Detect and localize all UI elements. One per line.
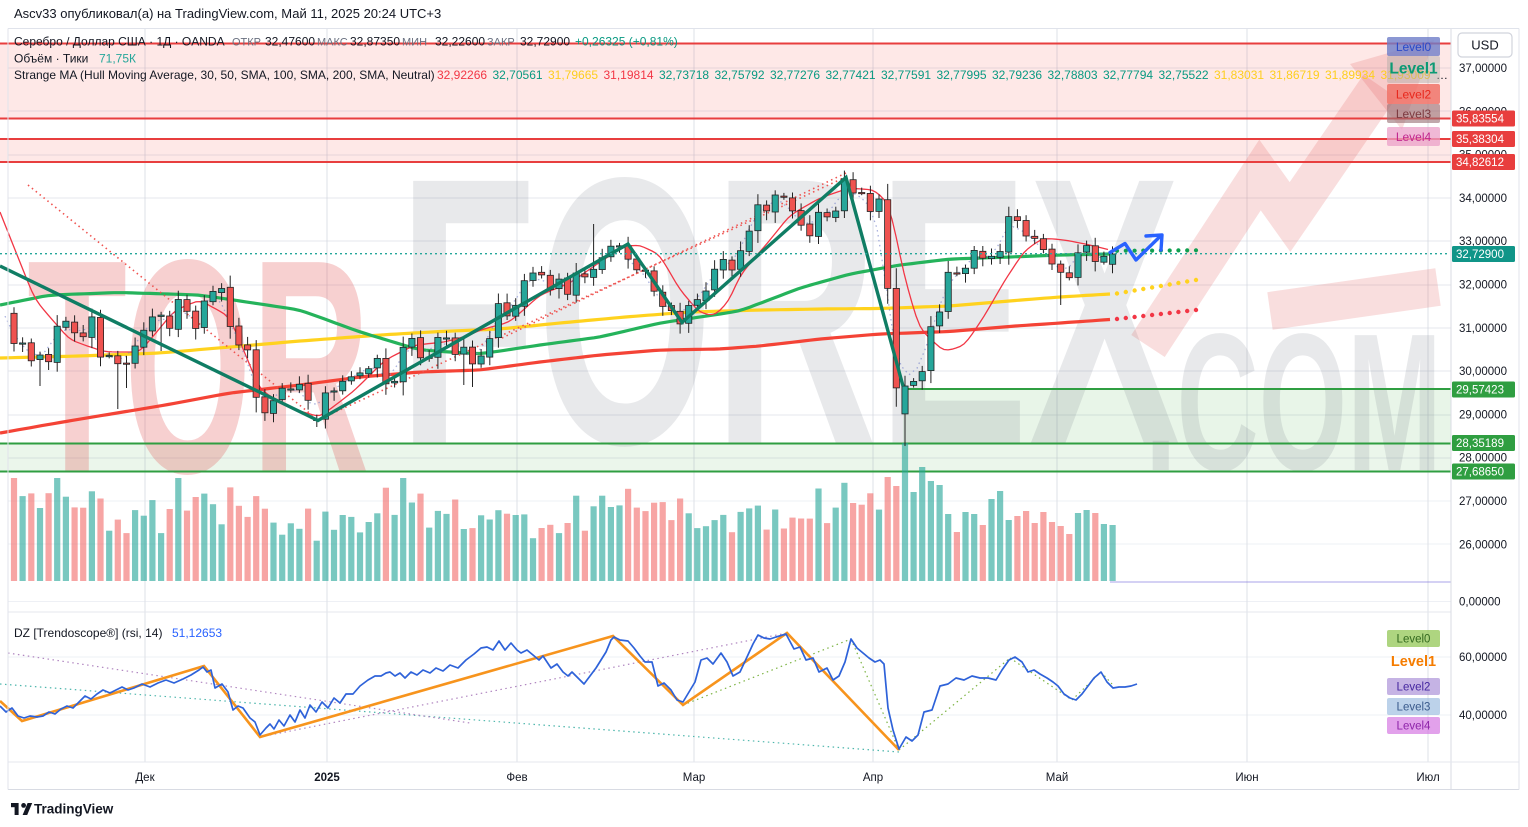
svg-text:34,00000: 34,00000 [1459, 193, 1507, 205]
svg-text:29,57423: 29,57423 [1456, 385, 1504, 397]
svg-text:32,77421: 32,77421 [826, 68, 876, 82]
svg-text:32,77591: 32,77591 [881, 68, 931, 82]
svg-text:28,00000: 28,00000 [1459, 453, 1507, 465]
svg-text:32,72900: 32,72900 [520, 35, 570, 49]
svg-text:Ascv33 опубликовал(а) на Tradi: Ascv33 опубликовал(а) на TradingView.com… [14, 6, 441, 21]
svg-text:30,00000: 30,00000 [1459, 366, 1507, 378]
svg-text:Level3: Level3 [1397, 702, 1431, 714]
svg-text:Апр: Апр [863, 772, 883, 784]
svg-text:71,75К: 71,75К [99, 52, 136, 66]
svg-text:40,00000: 40,00000 [1459, 710, 1507, 722]
svg-text:ОТКР: ОТКР [232, 37, 261, 49]
svg-text:USD: USD [1471, 38, 1498, 53]
svg-text:31,79665: 31,79665 [548, 68, 598, 82]
svg-text:32,77276: 32,77276 [770, 68, 820, 82]
svg-text:27,00000: 27,00000 [1459, 496, 1507, 508]
svg-text:Level3: Level3 [1396, 107, 1432, 121]
svg-text:33,00000: 33,00000 [1459, 236, 1507, 248]
svg-text:Май: Май [1046, 772, 1069, 784]
svg-text:35,38304: 35,38304 [1456, 134, 1505, 146]
svg-text:Level0: Level0 [1397, 634, 1431, 646]
svg-text:Level1: Level1 [1389, 61, 1438, 78]
svg-text:32,78803: 32,78803 [1048, 68, 1098, 82]
svg-text:32,92266: 32,92266 [437, 68, 487, 82]
svg-text:32,00000: 32,00000 [1459, 280, 1507, 292]
svg-text:51,12653: 51,12653 [172, 626, 222, 640]
svg-text:МАКС: МАКС [317, 37, 348, 49]
svg-text:34,82612: 34,82612 [1456, 157, 1504, 169]
svg-text:31,86719: 31,86719 [1270, 68, 1320, 82]
svg-text:35,83554: 35,83554 [1456, 114, 1505, 126]
svg-text:37,00000: 37,00000 [1459, 63, 1507, 75]
svg-text:МИН: МИН [402, 37, 427, 49]
svg-text:31,93009: 31,93009 [1381, 68, 1431, 82]
svg-text:Level0: Level0 [1396, 40, 1432, 54]
svg-text:2025: 2025 [314, 772, 340, 784]
svg-text:Фев: Фев [506, 772, 527, 784]
svg-text:32,22600: 32,22600 [435, 35, 485, 49]
svg-text:TradingView: TradingView [34, 802, 114, 817]
svg-text:60,00000: 60,00000 [1459, 652, 1507, 664]
svg-text:DZ [Trendoscope®] (rsi, 14): DZ [Trendoscope®] (rsi, 14) [14, 626, 162, 640]
svg-text:32,87350: 32,87350 [350, 35, 400, 49]
svg-text:32,75792: 32,75792 [715, 68, 765, 82]
svg-text:31,19814: 31,19814 [604, 68, 654, 82]
svg-text:Level2: Level2 [1396, 87, 1432, 101]
svg-text:32,77995: 32,77995 [937, 68, 987, 82]
svg-text:32,77794: 32,77794 [1103, 68, 1153, 82]
svg-text:Level4: Level4 [1396, 130, 1432, 144]
svg-text:Июл: Июл [1416, 772, 1439, 784]
svg-text:31,00000: 31,00000 [1459, 323, 1507, 335]
svg-text:26,00000: 26,00000 [1459, 539, 1507, 551]
svg-text:29,00000: 29,00000 [1459, 409, 1507, 421]
svg-text:32,47600: 32,47600 [265, 35, 315, 49]
svg-text:Серебро / Доллар США · 1Д · OA: Серебро / Доллар США · 1Д · OANDA [14, 35, 225, 49]
svg-text:32,72900: 32,72900 [1456, 249, 1504, 261]
svg-text:Дек: Дек [135, 772, 155, 784]
svg-text:…: … [1436, 68, 1448, 82]
svg-text:32,73718: 32,73718 [659, 68, 709, 82]
svg-text:Level4: Level4 [1397, 721, 1431, 733]
svg-text:27,68650: 27,68650 [1456, 467, 1504, 479]
svg-text:31,89934: 31,89934 [1325, 68, 1375, 82]
svg-text:28,35189: 28,35189 [1456, 438, 1504, 450]
svg-text:0,00000: 0,00000 [1459, 597, 1501, 609]
svg-text:TOR: TOR [27, 195, 370, 536]
svg-text:32,79236: 32,79236 [992, 68, 1042, 82]
svg-text:Strange MA (Hull Moving Averag: Strange MA (Hull Moving Average, 30, 50,… [14, 68, 435, 82]
svg-text:32,70561: 32,70561 [493, 68, 543, 82]
svg-text:+0,26325 (+0,81%): +0,26325 (+0,81%) [575, 35, 678, 49]
svg-text:Level1: Level1 [1391, 654, 1436, 670]
svg-text:32,75522: 32,75522 [1159, 68, 1209, 82]
svg-text:ЗАКР: ЗАКР [487, 37, 515, 49]
svg-text:Мар: Мар [683, 772, 706, 784]
svg-text:31,83031: 31,83031 [1214, 68, 1264, 82]
svg-text:Июн: Июн [1235, 772, 1258, 784]
svg-text:Объём · Тики: Объём · Тики [14, 52, 88, 66]
svg-text:FOREX: FOREX [398, 99, 1181, 524]
svg-text:.COM: .COM [1145, 293, 1442, 512]
svg-text:Level2: Level2 [1397, 682, 1431, 694]
